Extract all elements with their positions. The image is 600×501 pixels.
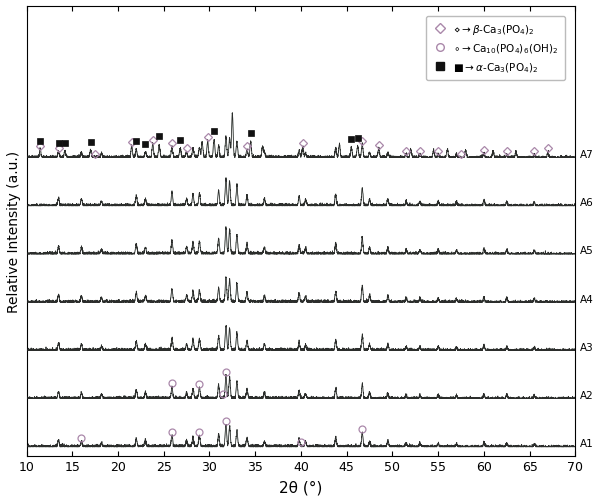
Legend: $\diamond$$\rightarrow$$\beta$-Ca$_3$(PO$_4$)$_2$, $\circ$$\rightarrow$Ca$_{10}$: $\diamond$$\rightarrow$$\beta$-Ca$_3$(PO…: [427, 17, 565, 81]
Text: A6: A6: [580, 198, 594, 208]
Text: A5: A5: [580, 246, 594, 256]
X-axis label: 2θ (°): 2θ (°): [279, 479, 323, 494]
Text: A3: A3: [580, 342, 594, 352]
Text: A1: A1: [580, 438, 594, 448]
Y-axis label: Relative Intensity (a.u.): Relative Intensity (a.u.): [7, 150, 21, 312]
Text: A4: A4: [580, 294, 594, 304]
Text: A7: A7: [580, 150, 594, 160]
Text: A2: A2: [580, 390, 594, 400]
